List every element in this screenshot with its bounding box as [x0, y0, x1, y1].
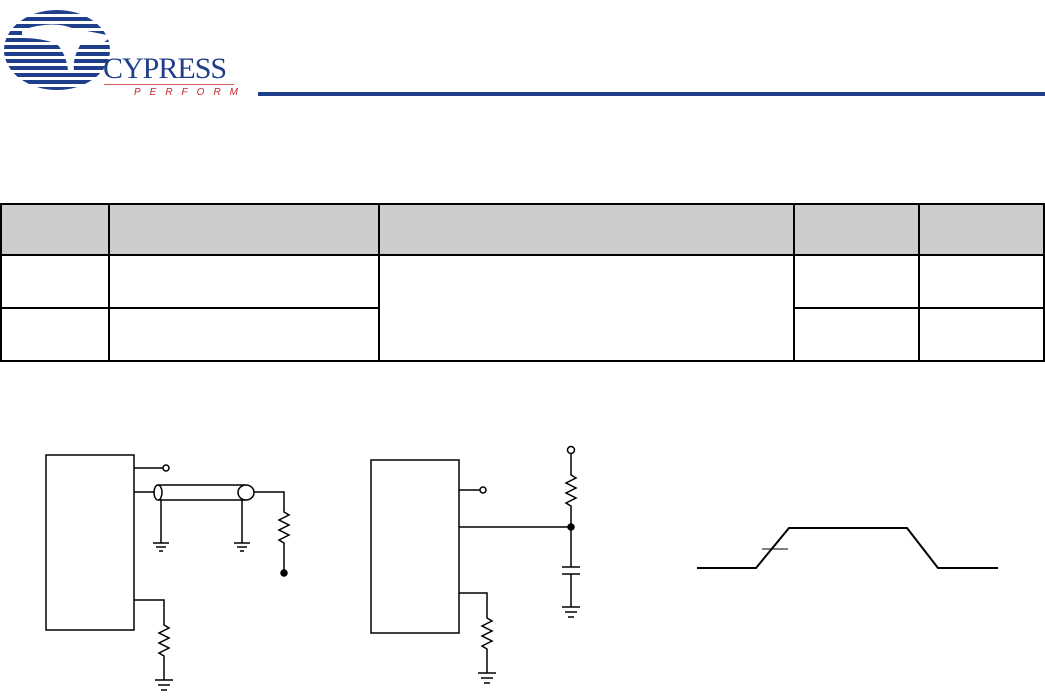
resistor-ground-icon — [134, 599, 173, 691]
table-cell — [108, 307, 380, 362]
table-header-cell — [378, 203, 795, 256]
logo-underline — [104, 84, 234, 85]
table-header-cell — [0, 203, 110, 256]
resistor-ground-icon — [459, 592, 496, 684]
resistor-icon — [564, 454, 578, 567]
load-circuit-transmission-line — [45, 454, 291, 691]
ground-icon — [234, 500, 250, 552]
table-cell — [0, 254, 110, 309]
table-row — [0, 307, 1045, 362]
table-cell — [793, 307, 920, 362]
terminal-icon — [479, 486, 487, 494]
resistor-icon — [254, 491, 291, 573]
table-cell — [378, 254, 795, 362]
pulse-waveform — [697, 527, 998, 569]
capacitor-ground-icon — [562, 566, 580, 618]
spec-table — [0, 203, 1045, 362]
header-rule — [258, 92, 1045, 96]
logo-tagline: PERFORM — [134, 87, 247, 98]
table-row — [0, 254, 1045, 362]
logo-brand: CYPRESS — [103, 52, 227, 85]
node-dot — [280, 569, 288, 577]
load-circuit-rc — [370, 445, 580, 684]
device-box — [45, 454, 135, 631]
table-cell — [0, 307, 110, 362]
logo-globe-icon — [4, 10, 112, 90]
table-cell — [108, 254, 380, 309]
supply-terminal-icon — [566, 445, 576, 455]
table-header-cell — [108, 203, 380, 256]
table-header-cell — [793, 203, 920, 256]
table-header-row — [0, 203, 1045, 256]
input-waveform — [697, 527, 998, 569]
ground-icon — [153, 500, 169, 552]
cypress-logo: CYPRESS PERFORM — [0, 0, 240, 105]
terminal-icon — [162, 464, 170, 472]
device-box — [370, 459, 460, 634]
table-header-cell — [918, 203, 1045, 256]
table-cell — [918, 254, 1045, 309]
coax-cable-icon — [158, 484, 245, 501]
table-cell — [918, 307, 1045, 362]
table-cell — [793, 254, 920, 309]
